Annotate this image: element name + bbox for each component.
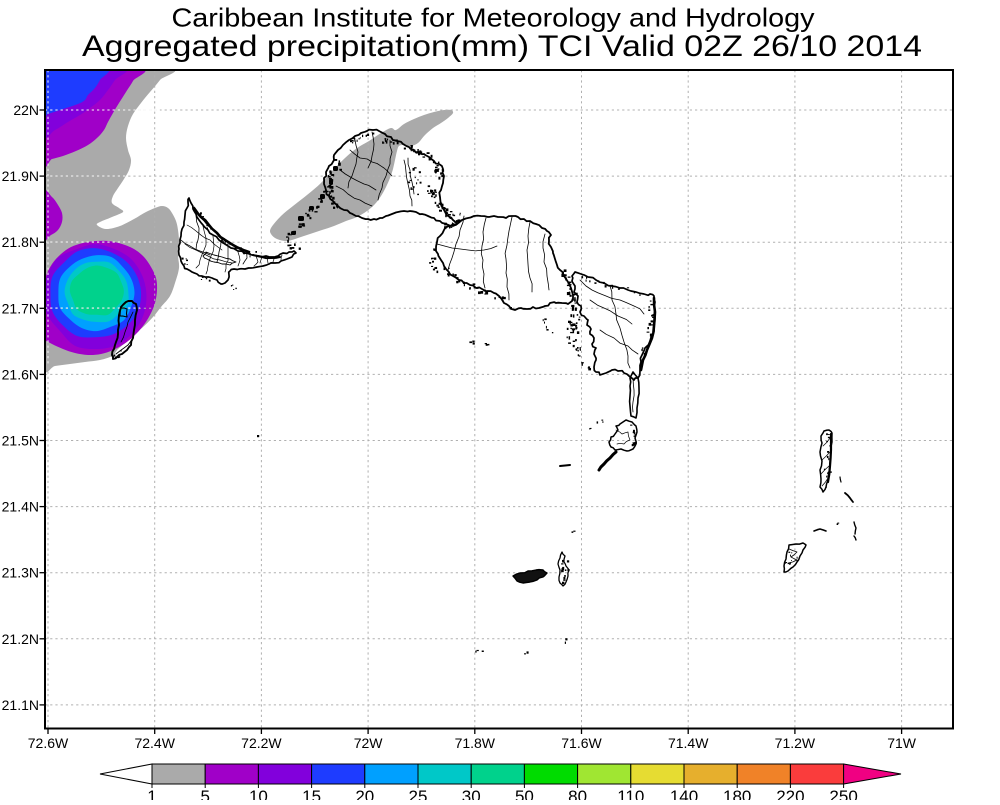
svg-text:15: 15 [302, 787, 321, 800]
svg-text:80: 80 [568, 787, 587, 800]
svg-text:21.6N: 21.6N [2, 366, 39, 382]
svg-text:71.4W: 71.4W [668, 735, 709, 751]
svg-text:220: 220 [776, 787, 804, 800]
svg-text:180: 180 [723, 787, 751, 800]
svg-text:250: 250 [829, 787, 857, 800]
svg-text:21.4N: 21.4N [2, 499, 39, 515]
svg-text:72.2W: 72.2W [241, 735, 282, 751]
svg-text:71.8W: 71.8W [455, 735, 496, 751]
svg-text:25: 25 [409, 787, 428, 800]
svg-text:21.9N: 21.9N [2, 168, 39, 184]
svg-text:21.1N: 21.1N [2, 697, 39, 713]
svg-text:21.5N: 21.5N [2, 433, 39, 449]
svg-text:21.8N: 21.8N [2, 234, 39, 250]
svg-text:72W: 72W [354, 735, 384, 751]
svg-text:21.2N: 21.2N [2, 631, 39, 647]
svg-text:140: 140 [670, 787, 698, 800]
svg-text:22N: 22N [13, 102, 39, 118]
svg-text:5: 5 [200, 787, 209, 800]
svg-text:110: 110 [617, 787, 644, 800]
svg-text:Aggregated precipitation(mm) T: Aggregated precipitation(mm) TCI Valid 0… [82, 30, 922, 63]
svg-text:71.6W: 71.6W [561, 735, 602, 751]
svg-text:21.7N: 21.7N [2, 300, 39, 316]
svg-text:20: 20 [355, 787, 374, 800]
svg-text:72.6W: 72.6W [28, 735, 69, 751]
svg-text:72.4W: 72.4W [134, 735, 175, 751]
svg-text:Caribbean Institute for Meteor: Caribbean Institute for Meteorology and … [172, 3, 815, 33]
svg-text:50: 50 [515, 787, 534, 800]
svg-text:71W: 71W [887, 735, 917, 751]
svg-text:21.3N: 21.3N [2, 565, 39, 581]
svg-text:71.2W: 71.2W [775, 735, 816, 751]
svg-text:10: 10 [249, 787, 268, 800]
svg-text:30: 30 [462, 787, 481, 800]
svg-text:1: 1 [147, 787, 156, 800]
